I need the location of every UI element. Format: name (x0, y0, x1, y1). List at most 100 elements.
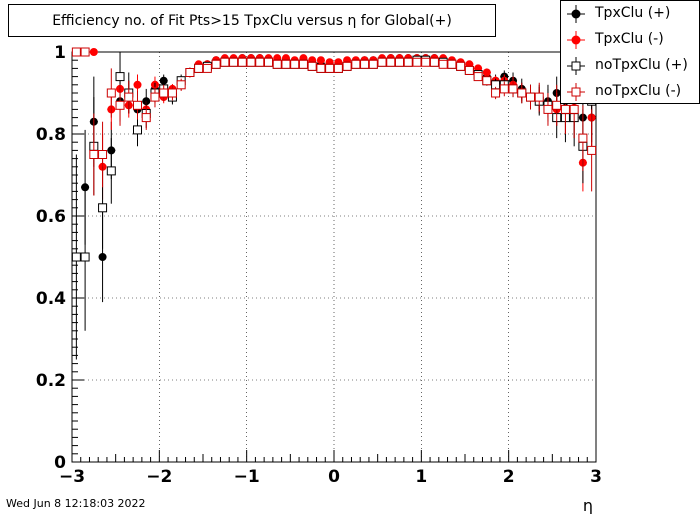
data-point (333, 63, 343, 73)
data-point (246, 57, 256, 67)
data-point (229, 57, 239, 67)
y-tick-label: 0.8 (36, 125, 66, 145)
data-point (587, 145, 597, 155)
legend-open-square-marker (567, 83, 585, 101)
data-point (569, 104, 579, 114)
data-point (456, 61, 466, 71)
data-point (237, 57, 247, 67)
data-point (133, 100, 142, 110)
y-tick-label: 0.6 (36, 207, 66, 227)
y-tick-label: 0.2 (36, 371, 66, 391)
legend-label: TpxClu (-) (595, 31, 664, 47)
data-point (98, 150, 108, 159)
data-point (578, 133, 588, 143)
data-point (185, 68, 195, 77)
data-point (386, 57, 396, 67)
data-point (526, 92, 535, 102)
y-tick-label: 0.4 (36, 289, 66, 309)
data-point (71, 252, 81, 262)
data-point (412, 57, 422, 67)
x-tick-label: −2 (146, 467, 172, 487)
data-point (473, 72, 483, 82)
data-point (307, 61, 317, 71)
tick-labels: −3 −2 −1 0 1 2 3 0 0.2 0.4 0.6 0.8 1 (36, 43, 602, 487)
data-point (560, 104, 570, 114)
data-point (255, 57, 265, 67)
series-notpxclu (71, 47, 597, 196)
data-point (176, 80, 186, 90)
y-tick-label: 0 (54, 453, 66, 473)
data-point (106, 88, 116, 98)
data-point (360, 59, 370, 69)
data-point (316, 63, 326, 73)
data-point (325, 63, 335, 73)
data-point (159, 88, 169, 98)
data-point (508, 84, 518, 94)
data-point (395, 57, 404, 67)
data-point (106, 166, 116, 176)
legend-entry: noTpxClu (-) (561, 79, 700, 105)
legend-filled-circle-marker (567, 5, 585, 23)
data-point (124, 92, 134, 102)
x-tick-label: 1 (415, 467, 427, 487)
data-point (534, 92, 544, 102)
data-point (98, 203, 108, 213)
legend-label: noTpxClu (-) (595, 83, 682, 99)
legend-entry: noTpxClu (+) (561, 53, 700, 79)
legend-marker (571, 61, 581, 71)
chart-title: Efficiency no. of Fit Pts>15 TpxClu vers… (8, 4, 496, 37)
legend-entry: TpxClu (-) (561, 27, 700, 53)
x-tick-label: 2 (503, 467, 515, 487)
data-point (115, 72, 125, 82)
y-tick-label: 1 (54, 43, 66, 63)
legend: TpxClu (+) TpxClu (-) noTpxClu (+) noTpxClu… (560, 0, 700, 104)
data-point (298, 59, 308, 69)
data-point (202, 63, 212, 73)
x-axis-label: η (583, 496, 593, 514)
x-tick-label: 3 (590, 467, 602, 487)
data-point (482, 68, 491, 77)
data-point (167, 88, 177, 98)
data-point (272, 59, 282, 69)
data-point (438, 59, 448, 69)
data-point (429, 57, 439, 67)
data-point (342, 61, 352, 71)
legend-filled-circle-marker (567, 31, 585, 49)
data-point (421, 57, 431, 67)
legend-marker (571, 35, 581, 45)
data-point (264, 57, 273, 67)
datestamp: Wed Jun 8 12:18:03 2022 (6, 497, 146, 510)
data-point (403, 57, 413, 67)
data-point (290, 59, 300, 69)
data-point (115, 100, 125, 110)
data-point (89, 150, 99, 159)
data-point (220, 57, 230, 67)
x-tick-label: −1 (234, 467, 260, 487)
data-point (499, 84, 509, 94)
data-point (368, 59, 378, 69)
data-point (89, 48, 98, 56)
data-point (447, 59, 457, 69)
data-marks (71, 47, 597, 360)
legend-marker (571, 9, 581, 19)
data-point (464, 65, 474, 75)
data-point (98, 253, 107, 261)
data-point (316, 56, 325, 65)
data-point (552, 100, 562, 110)
data-point (80, 47, 90, 57)
legend-marker (571, 87, 581, 97)
data-point (211, 59, 221, 69)
legend-open-square-marker (567, 57, 585, 75)
data-point (194, 63, 204, 73)
legend-entry: TpxClu (+) (561, 1, 700, 27)
data-point (133, 80, 142, 89)
data-point (133, 125, 142, 135)
legend-label: noTpxClu (+) (595, 57, 688, 73)
data-point (517, 88, 527, 98)
data-point (491, 88, 501, 98)
x-tick-label: −3 (59, 467, 85, 487)
data-point (141, 113, 151, 123)
data-point (80, 252, 90, 262)
data-point (281, 59, 291, 69)
